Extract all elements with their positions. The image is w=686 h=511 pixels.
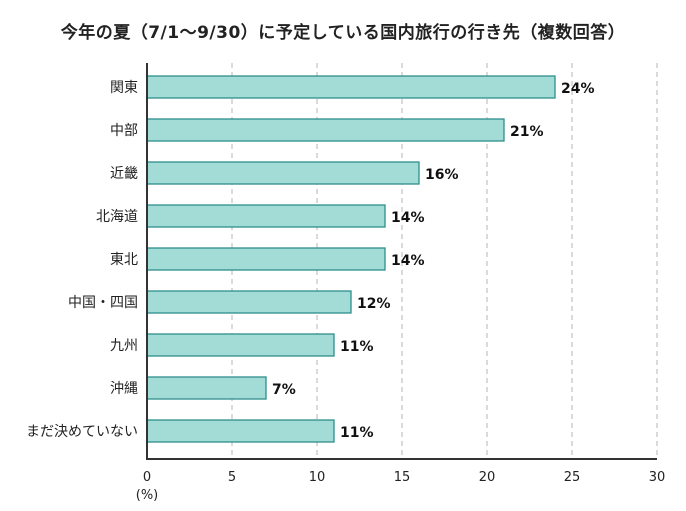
value-label-3: 14% bbox=[391, 210, 425, 226]
bar-4 bbox=[146, 247, 386, 271]
bar-3 bbox=[146, 204, 386, 228]
bar-5 bbox=[146, 290, 352, 314]
x-tick-label-5: 5 bbox=[228, 470, 236, 485]
value-label-8: 11% bbox=[340, 425, 374, 441]
bar-7 bbox=[146, 376, 267, 400]
x-tick-label-20: 20 bbox=[479, 470, 496, 485]
category-label-6: 九州 bbox=[110, 338, 138, 354]
value-label-5: 12% bbox=[357, 296, 391, 312]
x-tick-label-30: 30 bbox=[649, 470, 666, 485]
category-label-7: 沖縄 bbox=[110, 381, 138, 397]
category-label-0: 関東 bbox=[110, 80, 138, 96]
value-label-0: 24% bbox=[561, 81, 595, 97]
bar-1 bbox=[146, 118, 505, 142]
value-label-4: 14% bbox=[391, 253, 425, 269]
category-label-3: 北海道 bbox=[96, 209, 138, 225]
category-label-4: 東北 bbox=[110, 252, 138, 268]
value-labels: 24% 21% 16% 14% 14% 12% 11% 7% 11% bbox=[272, 81, 595, 441]
x-unit-label: (%) bbox=[136, 488, 159, 503]
value-label-6: 11% bbox=[340, 339, 374, 355]
value-label-7: 7% bbox=[272, 382, 296, 398]
x-tick-label-10: 10 bbox=[309, 470, 326, 485]
chart-title: 今年の夏（7/1～9/30）に予定している国内旅行の行き先（複数回答） bbox=[60, 23, 626, 43]
category-label-8: まだ決めていない bbox=[26, 424, 138, 440]
axes bbox=[146, 63, 657, 460]
category-label-1: 中部 bbox=[110, 123, 138, 139]
bar-0 bbox=[146, 75, 556, 99]
category-label-5: 中国・四国 bbox=[68, 295, 138, 311]
bar-2 bbox=[146, 161, 420, 185]
x-tick-label-15: 15 bbox=[394, 470, 411, 485]
bar-6 bbox=[146, 333, 335, 357]
bar-8 bbox=[146, 419, 335, 443]
x-tick-label-25: 25 bbox=[564, 470, 581, 485]
tick-labels: 0 5 10 15 20 25 30 bbox=[143, 470, 665, 485]
x-tick-label-0: 0 bbox=[143, 470, 151, 485]
value-label-1: 21% bbox=[510, 124, 544, 140]
bars bbox=[146, 75, 556, 443]
category-label-2: 近畿 bbox=[110, 166, 138, 182]
value-label-2: 16% bbox=[425, 167, 459, 183]
